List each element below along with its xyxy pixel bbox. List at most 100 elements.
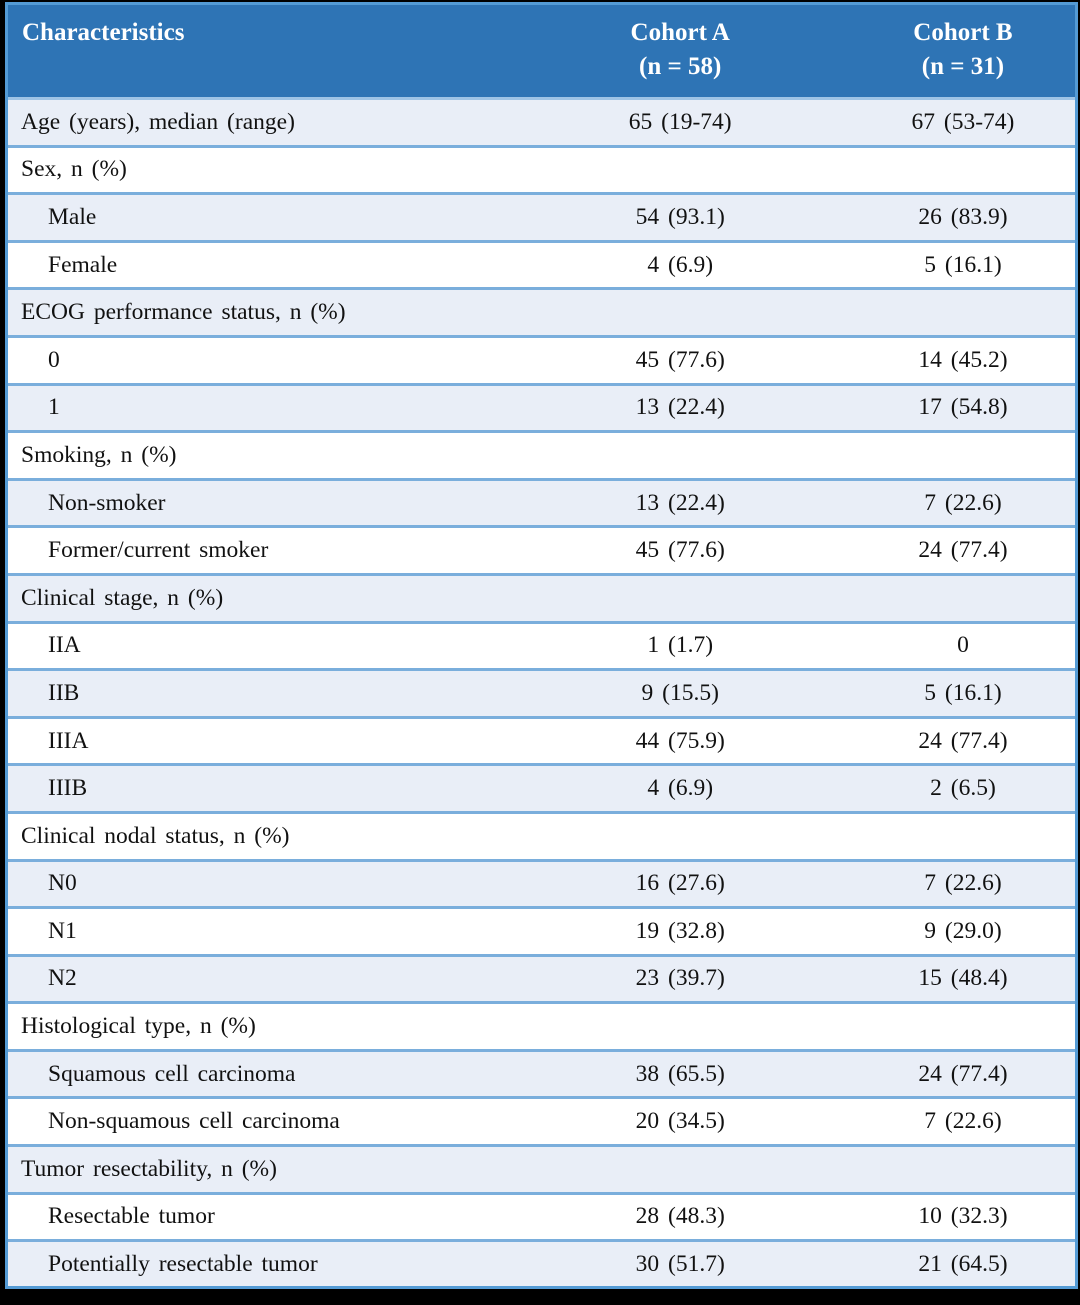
table-row: ECOG performance status, n (%) [8, 287, 1075, 337]
row-label: IIA [8, 620, 510, 670]
row-label: N0 [8, 858, 510, 908]
cohort-a-value [509, 572, 851, 623]
cohort-b-value: 24 (77.4) [850, 525, 1075, 575]
table-row: Clinical stage, n (%) [8, 572, 1075, 623]
row-label: Male [8, 192, 510, 242]
cohort-a-value [509, 810, 851, 860]
cohort-b-value: 26 (83.9) [850, 192, 1075, 242]
cohort-b-value [850, 1001, 1075, 1051]
table-body: Age (years), median (range) 65 (19-74) 67 … [8, 97, 1075, 1286]
table-row: N1 19 (32.8) 9 (29.0) [8, 906, 1075, 956]
table-row: Male 54 (93.1) 26 (83.9) [8, 192, 1075, 242]
cohort-b-value [850, 810, 1075, 860]
row-label: Potentially resectable tumor [8, 1239, 510, 1286]
cohort-b-value: 15 (48.4) [850, 953, 1075, 1003]
cohort-a-value [509, 287, 851, 337]
cohort-a-title: Cohort A [630, 19, 730, 46]
row-label: Former/current smoker [8, 525, 510, 575]
cohort-a-value: 9 (15.5) [509, 668, 851, 718]
cohort-b-value: 17 (54.8) [850, 382, 1075, 432]
row-label: Clinical stage, n (%) [8, 572, 510, 623]
header-row: Characteristics Cohort A (n = 58) Cohort… [8, 5, 1075, 99]
cohort-b-n: (n = 31) [921, 53, 1005, 80]
table-row: Non-smoker 13 (22.4) 7 (22.6) [8, 477, 1075, 527]
cohort-b-value: 7 (22.6) [850, 1096, 1075, 1146]
cohort-a-value [509, 1001, 851, 1051]
row-label: 0 [8, 334, 510, 385]
cohort-a-value: 54 (93.1) [509, 192, 851, 242]
cohort-b-value [850, 144, 1075, 194]
cohort-b-value [850, 430, 1075, 480]
characteristics-table-container: Characteristics Cohort A (n = 58) Cohort… [5, 2, 1078, 1289]
row-label: Squamous cell carcinoma [8, 1048, 510, 1098]
cohort-a-value [509, 144, 851, 194]
cohort-b-value: 7 (22.6) [850, 858, 1075, 908]
cohort-b-value: 0 [850, 620, 1075, 670]
table-row: Former/current smoker 45 (77.6) 24 (77.4) [8, 525, 1075, 575]
row-label: ECOG performance status, n (%) [8, 287, 510, 337]
table-row: Potentially resectable tumor 30 (51.7) 21 … [8, 1239, 1075, 1286]
row-label: IIB [8, 668, 510, 718]
cohort-a-n: (n = 58) [639, 53, 722, 80]
bottom-frame-bar [0, 1289, 1080, 1305]
cohort-b-value [850, 572, 1075, 623]
cohort-a-value: 16 (27.6) [509, 858, 851, 908]
table-row: Resectable tumor 28 (48.3) 10 (32.3) [8, 1191, 1075, 1241]
cohort-a-value: 4 (6.9) [509, 239, 851, 289]
cohort-b-value: 24 (77.4) [850, 715, 1075, 765]
row-label: IIIB [8, 763, 510, 813]
table-row: Squamous cell carcinoma 38 (65.5) 24 (77.4… [8, 1048, 1075, 1098]
table-row: Clinical nodal status, n (%) [8, 810, 1075, 860]
cohort-a-value: 30 (51.7) [509, 1239, 851, 1286]
cohort-a-value: 44 (75.9) [509, 715, 851, 765]
table-row: Smoking, n (%) [8, 430, 1075, 480]
table-row: IIIB 4 (6.9) 2 (6.5) [8, 763, 1075, 813]
row-label: N2 [8, 953, 510, 1003]
row-label: Non-squamous cell carcinoma [8, 1096, 510, 1146]
header-cell-cohort-a: Cohort A (n = 58) [509, 5, 851, 99]
table-row: Histological type, n (%) [8, 1001, 1075, 1051]
cohort-b-value: 24 (77.4) [850, 1048, 1075, 1098]
cohort-b-value: 5 (16.1) [850, 239, 1075, 289]
cohort-a-value: 45 (77.6) [509, 525, 851, 575]
cohort-b-value: 14 (45.2) [850, 334, 1075, 385]
cohort-a-value: 20 (34.5) [509, 1096, 851, 1146]
cohort-a-value: 28 (48.3) [509, 1191, 851, 1241]
table-row: 1 13 (22.4) 17 (54.8) [8, 382, 1075, 432]
table-row: IIIA 44 (75.9) 24 (77.4) [8, 715, 1075, 765]
row-label: Smoking, n (%) [8, 430, 510, 480]
row-label: N1 [8, 906, 510, 956]
row-label: IIIA [8, 715, 510, 765]
characteristics-table: Characteristics Cohort A (n = 58) Cohort… [8, 5, 1075, 1286]
cohort-b-value [850, 1144, 1075, 1194]
cohort-b-value: 2 (6.5) [850, 763, 1075, 813]
cohort-a-value: 13 (22.4) [509, 477, 851, 527]
cohort-b-value: 67 (53-74) [850, 97, 1075, 147]
row-label: Histological type, n (%) [8, 1001, 510, 1051]
cohort-a-value: 13 (22.4) [509, 382, 851, 432]
cohort-b-value: 5 (16.1) [850, 668, 1075, 718]
cohort-a-value: 38 (65.5) [509, 1048, 851, 1098]
row-label: Clinical nodal status, n (%) [8, 810, 510, 860]
cohort-a-value [509, 1144, 851, 1194]
table-row: N0 16 (27.6) 7 (22.6) [8, 858, 1075, 908]
cohort-b-value [850, 287, 1075, 337]
row-label: 1 [8, 382, 510, 432]
cohort-a-value: 45 (77.6) [509, 334, 851, 385]
table-row: Tumor resectability, n (%) [8, 1144, 1075, 1194]
cohort-b-value: 7 (22.6) [850, 477, 1075, 527]
cohort-a-value: 1 (1.7) [509, 620, 851, 670]
header-spacer [22, 53, 28, 81]
table-row: Age (years), median (range) 65 (19-74) 67 … [8, 97, 1075, 147]
header-cell-characteristics: Characteristics [8, 5, 510, 99]
row-label: Tumor resectability, n (%) [8, 1144, 510, 1194]
row-label: Age (years), median (range) [8, 97, 510, 147]
cohort-a-value: 4 (6.9) [509, 763, 851, 813]
cohort-b-value: 9 (29.0) [850, 906, 1075, 956]
row-label: Sex, n (%) [8, 144, 510, 194]
table-row: IIB 9 (15.5) 5 (16.1) [8, 668, 1075, 718]
cohort-a-value: 23 (39.7) [509, 953, 851, 1003]
cohort-a-value: 65 (19-74) [509, 97, 851, 147]
cohort-b-value: 21 (64.5) [850, 1239, 1075, 1286]
